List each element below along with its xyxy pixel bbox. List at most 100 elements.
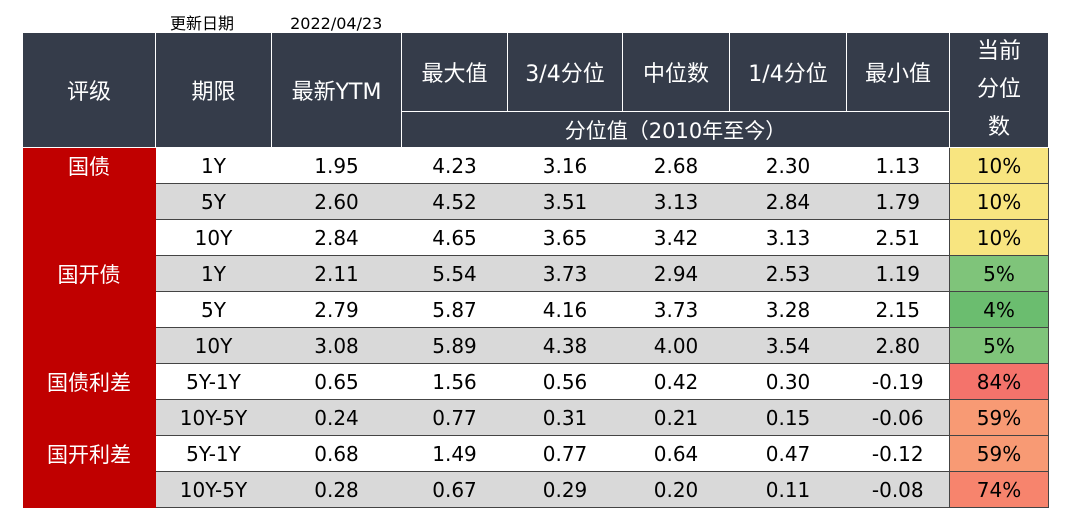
- q3-cell: 3.16: [507, 147, 623, 184]
- header-q3: 3/4分位: [507, 31, 623, 113]
- q3-cell: 0.77: [507, 435, 623, 472]
- update-date-row: 更新日期 2022/04/23: [170, 10, 382, 34]
- median-cell: 0.20: [622, 471, 730, 508]
- q1-cell: 2.53: [729, 255, 847, 292]
- grade-cell: [22, 219, 156, 256]
- header-q1: 1/4分位: [729, 31, 847, 113]
- header-min: 最小值: [846, 31, 950, 113]
- q3-cell: 3.51: [507, 183, 623, 220]
- min-cell: -0.19: [846, 363, 950, 400]
- grade-cell: [22, 399, 156, 436]
- ytm-cell: 1.95: [271, 147, 402, 184]
- min-cell: -0.08: [846, 471, 950, 508]
- median-cell: 3.42: [622, 219, 730, 256]
- update-date-label: 更新日期: [170, 14, 235, 33]
- table-row: 5Y 2.60 4.52 3.51 3.13 2.84 1.79 10%: [22, 183, 1049, 220]
- table-row: 10Y-5Y 0.24 0.77 0.31 0.21 0.15 -0.06 59%: [22, 399, 1049, 436]
- header-term: 期限: [155, 32, 272, 148]
- header-quantile-subheader: 分位值（2010年至今）: [401, 111, 950, 148]
- table-row: 5Y 2.79 5.87 4.16 3.73 3.28 2.15 4%: [22, 291, 1049, 328]
- term-cell: 1Y: [155, 255, 272, 292]
- max-cell: 0.77: [401, 399, 508, 436]
- term-cell: 10Y-5Y: [155, 471, 272, 508]
- median-cell: 3.13: [622, 183, 730, 220]
- header-grade: 评级: [22, 32, 156, 148]
- q1-cell: 2.30: [729, 147, 847, 184]
- median-cell: 0.21: [622, 399, 730, 436]
- q3-cell: 3.65: [507, 219, 623, 256]
- median-cell: 0.42: [622, 363, 730, 400]
- ytm-cell: 2.79: [271, 291, 402, 328]
- ytm-cell: 2.11: [271, 255, 402, 292]
- median-cell: 0.64: [622, 435, 730, 472]
- median-cell: 4.00: [622, 327, 730, 364]
- q1-cell: 3.13: [729, 219, 847, 256]
- q1-cell: 3.54: [729, 327, 847, 364]
- term-cell: 1Y: [155, 147, 272, 184]
- max-cell: 1.56: [401, 363, 508, 400]
- table-row: 国债 1Y 1.95 4.23 3.16 2.68 2.30 1.13 10%: [22, 147, 1049, 184]
- grade-cell: [22, 471, 156, 508]
- header-percentile: 当前分位数: [949, 32, 1049, 148]
- q1-cell: 0.11: [729, 471, 847, 508]
- update-date-value: 2022/04/23: [290, 14, 383, 33]
- term-cell: 10Y: [155, 327, 272, 364]
- term-cell: 10Y: [155, 219, 272, 256]
- table-row: 国开债 1Y 2.11 5.54 3.73 2.94 2.53 1.19 5%: [22, 255, 1049, 292]
- percentile-cell: 10%: [949, 183, 1049, 220]
- term-cell: 5Y: [155, 291, 272, 328]
- max-cell: 5.54: [401, 255, 508, 292]
- grade-cell: 国债利差: [22, 363, 156, 400]
- term-cell: 10Y-5Y: [155, 399, 272, 436]
- q1-cell: 2.84: [729, 183, 847, 220]
- min-cell: 2.80: [846, 327, 950, 364]
- min-cell: 2.15: [846, 291, 950, 328]
- grade-cell: 国开利差: [22, 435, 156, 472]
- min-cell: -0.12: [846, 435, 950, 472]
- header-median: 中位数: [622, 31, 730, 113]
- grade-cell: [22, 327, 156, 364]
- q3-cell: 3.73: [507, 255, 623, 292]
- max-cell: 5.89: [401, 327, 508, 364]
- table-row: 10Y 3.08 5.89 4.38 4.00 3.54 2.80 5%: [22, 327, 1049, 364]
- percentile-cell: 10%: [949, 147, 1049, 184]
- percentile-cell: 59%: [949, 399, 1049, 436]
- percentile-cell: 4%: [949, 291, 1049, 328]
- q3-cell: 4.16: [507, 291, 623, 328]
- median-cell: 3.73: [622, 291, 730, 328]
- percentile-cell: 74%: [949, 471, 1049, 508]
- max-cell: 4.23: [401, 147, 508, 184]
- grade-cell: 国债: [22, 147, 156, 184]
- percentile-cell: 84%: [949, 363, 1049, 400]
- median-cell: 2.68: [622, 147, 730, 184]
- q1-cell: 0.15: [729, 399, 847, 436]
- q3-cell: 4.38: [507, 327, 623, 364]
- ytm-cell: 0.24: [271, 399, 402, 436]
- term-cell: 5Y-1Y: [155, 363, 272, 400]
- q3-cell: 0.56: [507, 363, 623, 400]
- term-cell: 5Y-1Y: [155, 435, 272, 472]
- ytm-cell: 0.65: [271, 363, 402, 400]
- percentile-cell: 5%: [949, 255, 1049, 292]
- grade-cell: 国开债: [22, 255, 156, 292]
- ytm-cell: 2.60: [271, 183, 402, 220]
- table-row: 国债利差 5Y-1Y 0.65 1.56 0.56 0.42 0.30 -0.19 84%: [22, 363, 1049, 400]
- table-row: 10Y-5Y 0.28 0.67 0.29 0.20 0.11 -0.08 74%: [22, 471, 1049, 508]
- ytm-cell: 0.28: [271, 471, 402, 508]
- max-cell: 0.67: [401, 471, 508, 508]
- min-cell: 1.13: [846, 147, 950, 184]
- table-row: 国开利差 5Y-1Y 0.68 1.49 0.77 0.64 0.47 -0.12 59%: [22, 435, 1049, 472]
- header-ytm: 最新YTM: [271, 32, 402, 148]
- bond-yield-table: 评级 期限 最新YTM 最大值 3/4分位 中位数 1/4分位 最小值 当前分位…: [22, 31, 1049, 508]
- q3-cell: 0.31: [507, 399, 623, 436]
- max-cell: 1.49: [401, 435, 508, 472]
- percentile-cell: 59%: [949, 435, 1049, 472]
- grade-cell: [22, 291, 156, 328]
- q1-cell: 3.28: [729, 291, 847, 328]
- header-max: 最大值: [401, 31, 508, 113]
- term-cell: 5Y: [155, 183, 272, 220]
- grade-cell: [22, 183, 156, 220]
- max-cell: 4.52: [401, 183, 508, 220]
- percentile-cell: 5%: [949, 327, 1049, 364]
- q1-cell: 0.47: [729, 435, 847, 472]
